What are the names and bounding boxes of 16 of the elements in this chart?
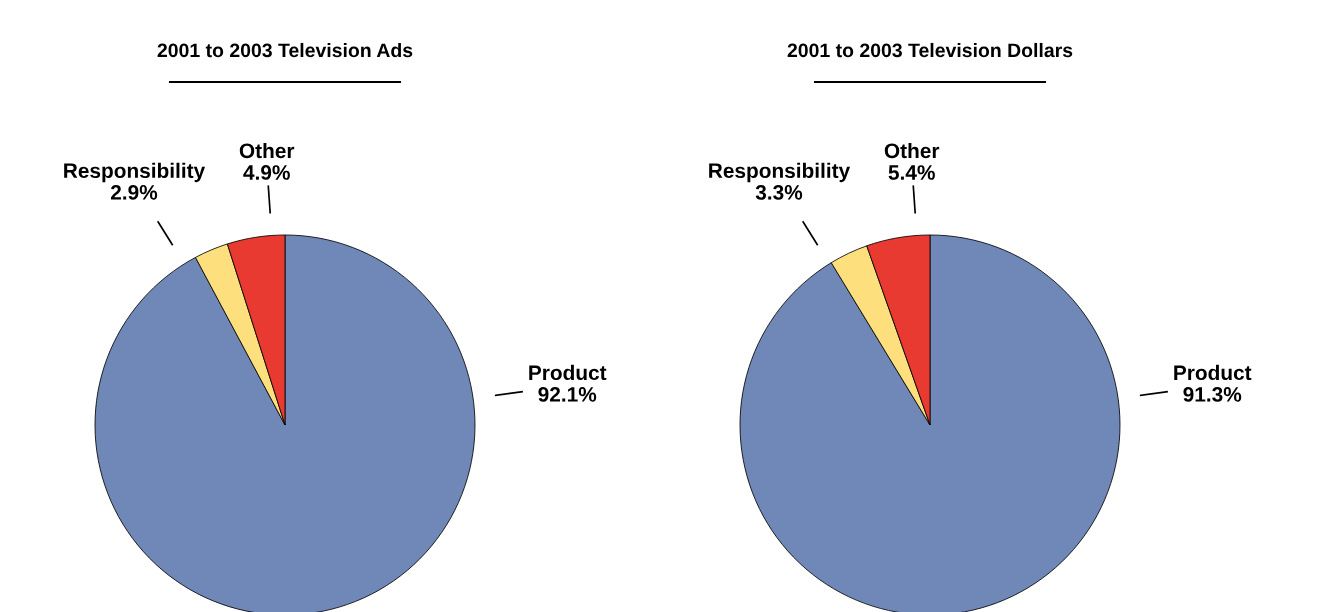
slice-label: Responsibility [709, 162, 851, 183]
data-label: 5.4% [888, 165, 935, 180]
pie-slice [94, 234, 476, 612]
slice-label: Other [884, 142, 940, 159]
data-label: 3.3% [755, 184, 803, 200]
data-label: 2.9% [110, 184, 158, 200]
chart-title: 2001 to 2003 Television Ads [157, 42, 413, 58]
data-label: 4.9% [243, 165, 290, 180]
data-label: 91.3% [1183, 387, 1242, 402]
slice-label: Product [529, 364, 607, 381]
slice-label: Product [1174, 364, 1252, 381]
data-label: 92.1% [538, 387, 597, 402]
pie-slice [739, 234, 1121, 612]
slice-label: Other [239, 142, 295, 159]
chart-title: 2001 to 2003 Television Dollars [787, 42, 1073, 58]
slice-label: Responsibility [64, 162, 206, 183]
